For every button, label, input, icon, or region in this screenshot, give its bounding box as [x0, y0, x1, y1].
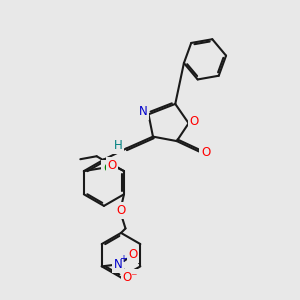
Text: Cl: Cl: [103, 162, 115, 175]
Text: O⁻: O⁻: [123, 271, 138, 284]
Text: H: H: [113, 139, 122, 152]
Text: O: O: [128, 248, 138, 261]
Text: O: O: [116, 204, 126, 217]
Text: O: O: [107, 159, 117, 172]
Text: O: O: [189, 115, 199, 128]
Text: O: O: [201, 146, 210, 160]
Text: N: N: [114, 258, 122, 272]
Text: +: +: [119, 254, 128, 264]
Text: N: N: [139, 106, 148, 118]
